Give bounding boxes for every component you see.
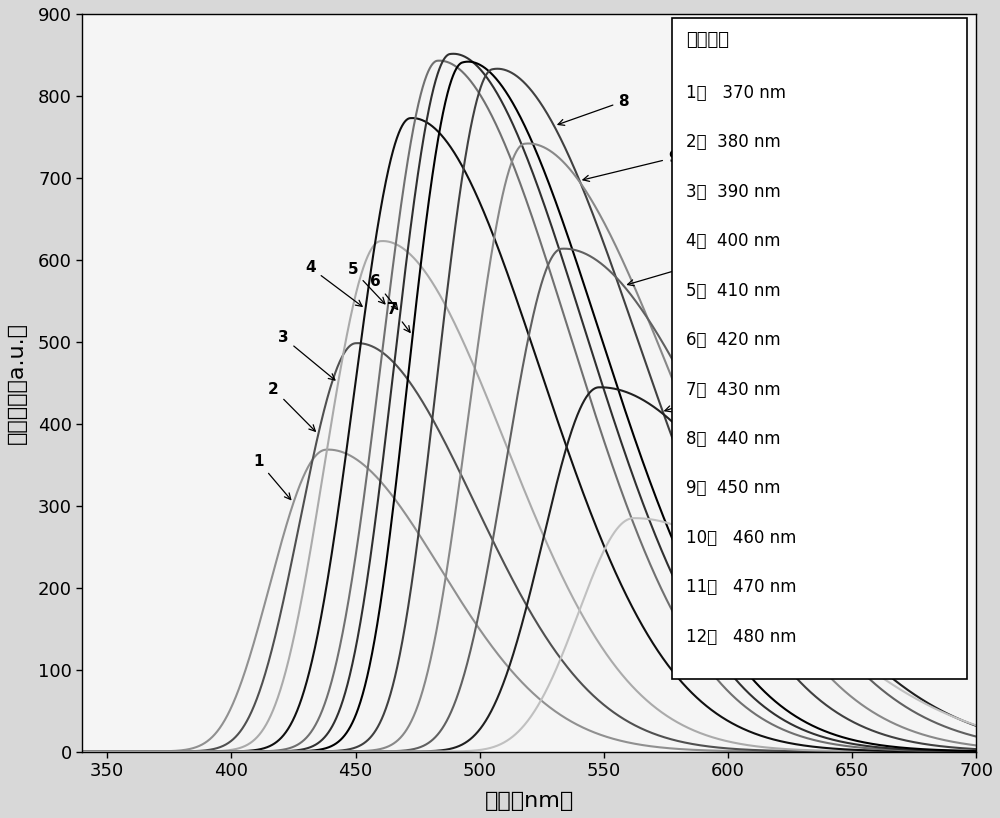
Text: 7：  430 nm: 7： 430 nm	[686, 380, 780, 398]
Text: 6：  420 nm: 6： 420 nm	[686, 331, 780, 349]
Text: 3: 3	[278, 330, 335, 380]
Text: 4：  400 nm: 4： 400 nm	[686, 232, 780, 250]
Y-axis label: 荧光强度（a.u.）: 荧光强度（a.u.）	[7, 321, 27, 443]
Text: 10：   460 nm: 10： 460 nm	[686, 528, 796, 546]
Text: 2: 2	[268, 382, 315, 431]
Text: 8: 8	[558, 94, 629, 125]
Text: 9：  450 nm: 9： 450 nm	[686, 479, 780, 497]
Text: 1: 1	[253, 454, 291, 500]
Text: 8：  440 nm: 8： 440 nm	[686, 430, 780, 448]
Text: 激发波长: 激发波长	[686, 31, 729, 49]
Text: 11：   470 nm: 11： 470 nm	[686, 578, 796, 596]
Text: 12: 12	[682, 474, 793, 525]
Text: 2：  380 nm: 2： 380 nm	[686, 133, 780, 151]
Text: 9: 9	[583, 151, 679, 182]
Text: 11: 11	[665, 368, 783, 411]
Text: 1：   370 nm: 1： 370 nm	[686, 84, 786, 102]
Text: 12：   480 nm: 12： 480 nm	[686, 627, 796, 645]
Text: 10: 10	[628, 245, 746, 285]
Text: 7: 7	[387, 302, 410, 332]
X-axis label: 波长（nm）: 波长（nm）	[485, 791, 574, 811]
Text: 3：  390 nm: 3： 390 nm	[686, 183, 780, 201]
Text: 5: 5	[348, 263, 385, 303]
Text: 6: 6	[370, 274, 398, 309]
Text: 4: 4	[306, 260, 362, 307]
FancyBboxPatch shape	[672, 18, 967, 678]
Text: 5：  410 nm: 5： 410 nm	[686, 281, 780, 299]
